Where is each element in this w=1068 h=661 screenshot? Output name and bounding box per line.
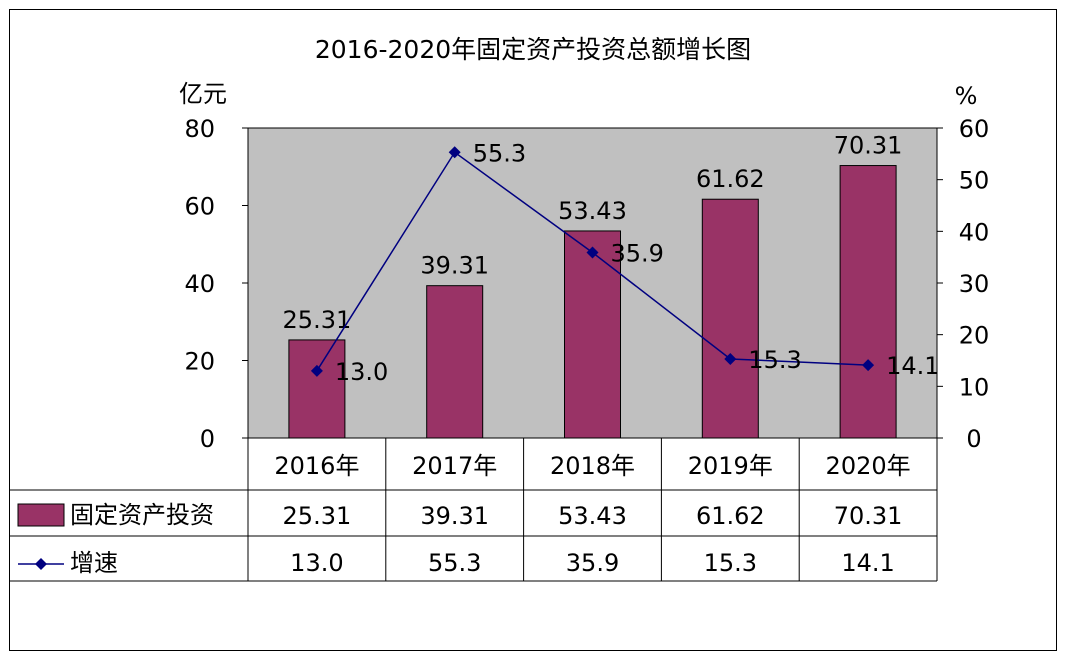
y-left-unit-label: 亿元 bbox=[179, 80, 227, 108]
x-category-label: 2018年 bbox=[550, 452, 635, 480]
bar bbox=[288, 339, 346, 439]
x-category-label: 2020年 bbox=[826, 452, 911, 480]
chart-title: 2016-2020年固定资产投资总额增长图 bbox=[315, 35, 751, 64]
y-right-tick-label: 10 bbox=[959, 373, 990, 401]
table-investment-value: 25.31 bbox=[283, 502, 352, 530]
table-investment-value: 70.31 bbox=[834, 502, 903, 530]
table-investment-value: 39.31 bbox=[420, 502, 489, 530]
legend-bar-swatch bbox=[17, 503, 65, 527]
bar bbox=[839, 165, 897, 439]
y-right-unit-label: % bbox=[955, 82, 978, 110]
legend-line-label: 增速 bbox=[70, 549, 118, 577]
growth-marker bbox=[448, 146, 461, 159]
y-left-tick-label: 40 bbox=[184, 270, 215, 298]
y-left-tick-label: 60 bbox=[184, 193, 215, 221]
x-category-label: 2017年 bbox=[412, 452, 497, 480]
bar-value-label: 39.31 bbox=[420, 252, 489, 280]
table-investment-value: 61.62 bbox=[696, 502, 765, 530]
growth-value-label: 35.9 bbox=[611, 240, 664, 268]
bar bbox=[701, 198, 759, 439]
legend-line-marker bbox=[35, 558, 47, 570]
table-growth-value: 15.3 bbox=[704, 549, 757, 577]
growth-value-label: 55.3 bbox=[473, 139, 526, 167]
bar-value-label: 61.62 bbox=[696, 165, 765, 193]
growth-value-label: 15.3 bbox=[748, 346, 801, 374]
y-right-tick-label: 50 bbox=[959, 167, 990, 195]
bar-value-label: 53.43 bbox=[558, 197, 627, 225]
growth-marker bbox=[724, 352, 737, 365]
bar bbox=[426, 285, 484, 439]
bar bbox=[564, 230, 621, 439]
table-investment-value: 53.43 bbox=[558, 502, 627, 530]
y-right-tick-label: 40 bbox=[959, 218, 990, 246]
bar-value-label: 25.31 bbox=[283, 306, 352, 334]
growth-value-label: 14.1 bbox=[886, 352, 939, 380]
bar-value-label: 70.31 bbox=[834, 132, 903, 160]
growth-marker bbox=[862, 359, 875, 372]
y-left-tick-label: 20 bbox=[184, 348, 215, 376]
y-right-tick-label: 30 bbox=[959, 270, 990, 298]
x-category-label: 2016年 bbox=[274, 452, 359, 480]
y-right-tick-label: 0 bbox=[966, 425, 981, 453]
y-left-tick-label: 0 bbox=[200, 425, 215, 453]
growth-value-label: 13.0 bbox=[335, 358, 388, 386]
table-growth-value: 55.3 bbox=[428, 549, 481, 577]
legend-bar-label: 固定资产投资 bbox=[70, 501, 214, 529]
growth-marker bbox=[310, 364, 323, 377]
plot-area: 0 20 40 60 80 0 10 20 30 40 50 60 25.31 39.31 53.43 61.… bbox=[10, 115, 990, 582]
table-growth-value: 35.9 bbox=[566, 549, 619, 577]
table-growth-value: 13.0 bbox=[290, 549, 343, 577]
table-growth-value: 14.1 bbox=[841, 549, 894, 577]
growth-marker bbox=[586, 246, 599, 259]
y-right-tick-label: 60 bbox=[959, 115, 990, 143]
chart-frame bbox=[9, 9, 1057, 651]
y-right-tick-label: 20 bbox=[959, 322, 990, 350]
x-category-label: 2019年 bbox=[688, 452, 773, 480]
y-left-tick-label: 80 bbox=[184, 115, 215, 143]
